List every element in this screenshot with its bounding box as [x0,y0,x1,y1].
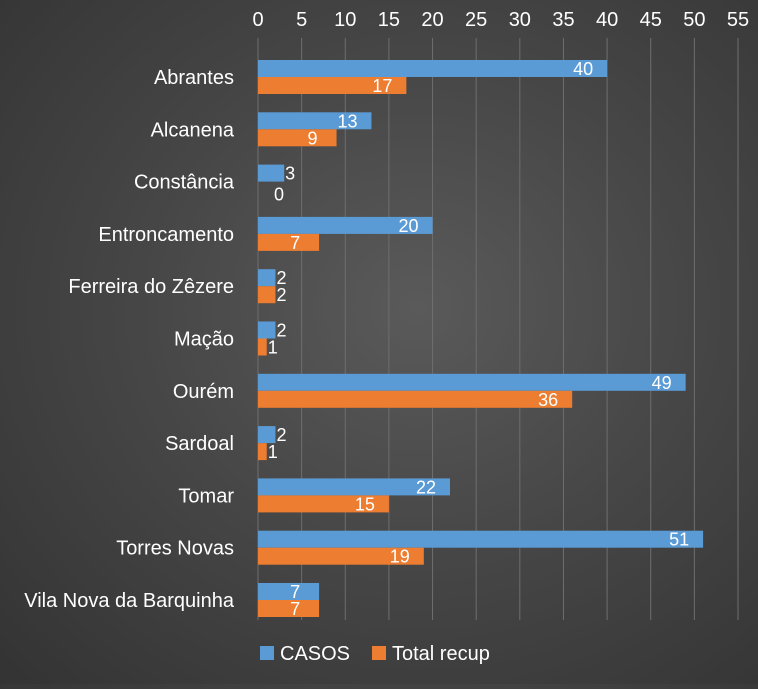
x-tick-label: 30 [509,9,531,31]
bar-casos [258,60,608,77]
data-label: 17 [372,76,392,96]
bar-total-recup [258,495,389,513]
bars [258,60,704,617]
category-label: Tomar [178,485,234,507]
category-label: Ferreira do Zêzere [68,276,234,298]
data-label: 22 [416,477,436,497]
bar-total-recup [258,338,267,356]
bar-total-recup [258,600,320,617]
bar-total-recup [258,443,267,461]
legend-swatch-casos [260,646,274,660]
data-label: 51 [669,530,689,550]
bar-total-recup [258,233,320,251]
bar-casos [258,426,276,444]
data-label: 7 [290,582,300,602]
bar-total-recup [258,286,276,304]
category-label: Entroncamento [98,224,234,246]
bar-casos [258,478,450,496]
category-label: Sardoal [165,433,234,455]
bar-casos [258,164,285,182]
bar-casos [258,269,276,287]
x-tick-label: 20 [421,9,443,31]
data-label: 3 [285,164,295,184]
category-label: Alcanena [151,119,235,141]
bar-casos [258,373,686,391]
data-label: 40 [573,59,593,79]
data-label: 13 [337,111,357,131]
legend-label: CASOS [280,643,350,665]
x-tick-label: 45 [640,9,662,31]
category-label: Mação [174,329,234,351]
data-label: 2 [276,321,286,341]
x-tick-label: 50 [683,9,705,31]
x-tick-label: 40 [596,9,618,31]
data-label: 0 [274,185,284,205]
data-label: 7 [290,599,300,619]
bar-total-recup [258,390,573,408]
bar-total-recup [258,129,337,147]
x-tick-label: 0 [252,9,263,31]
x-tick-label: 55 [727,9,749,31]
bar-total-recup [258,77,407,94]
bar-casos [258,530,704,548]
data-label: 2 [276,285,286,305]
data-label: 9 [308,128,318,148]
x-tick-label: 35 [552,9,574,31]
category-label: Vila Nova da Barquinha [24,590,235,612]
x-tick-label: 15 [378,9,400,31]
bar-casos [258,112,372,130]
x-axis-ticks: 0 5 10 15 20 25 30 35 40 45 50 55 [252,9,749,31]
data-label: 20 [399,216,419,236]
category-label: Ourém [173,381,234,403]
data-label: 15 [355,494,375,514]
bar-casos [258,216,433,234]
category-label: Torres Novas [116,538,234,560]
data-label: 1 [268,442,278,462]
data-label: 7 [290,233,300,253]
data-label: 49 [652,373,672,393]
data-label: 2 [276,425,286,445]
data-label: 2 [276,268,286,288]
category-label: Constância [134,172,235,194]
data-label: 1 [268,338,278,358]
data-label: 36 [538,390,558,410]
category-label: Abrantes [154,67,234,89]
legend: CASOS Total recup [260,643,490,665]
x-tick-label: 5 [296,9,307,31]
category-labels: Abrantes Alcanena Constância Entroncamento F… [24,67,235,612]
legend-swatch-total-recup [372,646,386,660]
bar-casos [258,583,320,600]
bar-casos [258,321,276,339]
x-tick-label: 25 [465,9,487,31]
bar-total-recup [258,547,424,565]
x-tick-label: 10 [334,9,356,31]
data-label: 19 [390,547,410,567]
legend-label: Total recup [392,643,490,665]
